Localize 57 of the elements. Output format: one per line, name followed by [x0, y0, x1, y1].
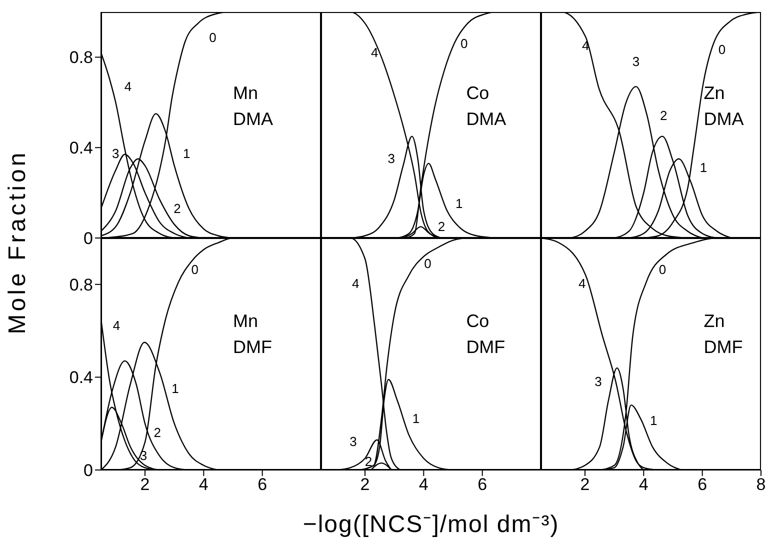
- series-label: 0: [460, 34, 469, 53]
- x-tick-label: 4: [638, 475, 648, 494]
- series-label: 1: [649, 412, 658, 430]
- series-label: 1: [454, 195, 464, 214]
- x-tick-label: 6: [478, 475, 488, 494]
- y-tick-label: 0: [84, 461, 93, 480]
- y-tick-label: 0.4: [69, 138, 93, 158]
- series-label: 4: [577, 275, 587, 294]
- series-label: 1: [411, 410, 421, 428]
- annotation: DMF: [466, 336, 506, 359]
- x-tick-label: 2: [140, 475, 150, 494]
- y-axis-title: Mole Fraction: [4, 150, 32, 334]
- x-axis-title: −log([NCS⁻]/mol dm⁻³): [302, 510, 560, 539]
- series-label: 1: [182, 145, 192, 164]
- x-tick-label: 4: [418, 475, 428, 494]
- series-label: 0: [658, 261, 668, 280]
- series-label: 0: [190, 261, 200, 280]
- x-tick-label: 2: [580, 475, 590, 494]
- annotation: DMF: [704, 336, 743, 359]
- series-label: 0: [423, 254, 432, 273]
- x-tick-label: 4: [198, 475, 208, 494]
- series-label: 2: [436, 218, 446, 236]
- annotation: Co: [466, 82, 490, 105]
- annotation: Co: [466, 310, 490, 333]
- series-label: 4: [370, 44, 380, 62]
- y-tick-label: 0.8: [69, 275, 93, 294]
- y-tick-label: 0.4: [69, 368, 93, 388]
- annotation: Zn: [704, 310, 726, 333]
- series-label: 4: [112, 317, 122, 336]
- series-label: 3: [386, 150, 396, 168]
- annotation: DMF: [233, 336, 272, 359]
- annotation: DMA: [233, 108, 273, 131]
- x-tick-label: 6: [698, 475, 708, 494]
- x-tick-label: 2: [360, 475, 370, 494]
- series-label: 2: [152, 424, 162, 442]
- x-tick-label: 6: [258, 475, 268, 494]
- series-label: 4: [350, 275, 360, 294]
- annotation: DMA: [466, 108, 506, 131]
- series-label: 4: [123, 78, 133, 96]
- annotation: Zn: [704, 82, 726, 105]
- series-label: 0: [208, 28, 218, 47]
- series-label: 3: [631, 52, 641, 71]
- series-label: 3: [348, 433, 358, 452]
- series-label: 2: [658, 106, 668, 125]
- annotation: Mn: [233, 82, 260, 105]
- series-label: 2: [364, 452, 374, 471]
- x-tick-label: 8: [756, 475, 766, 494]
- series-label: 1: [170, 380, 180, 398]
- y-tick-label: 0: [84, 229, 93, 248]
- series-label: 2: [172, 200, 182, 218]
- series-label: 3: [594, 372, 603, 391]
- series-label: 3: [111, 145, 120, 164]
- y-tick-label: 0.8: [69, 48, 93, 68]
- series-label: 1: [698, 158, 708, 177]
- annotation: DMA: [704, 108, 744, 131]
- annotation: Mn: [233, 310, 260, 333]
- series-label: 0: [717, 41, 727, 60]
